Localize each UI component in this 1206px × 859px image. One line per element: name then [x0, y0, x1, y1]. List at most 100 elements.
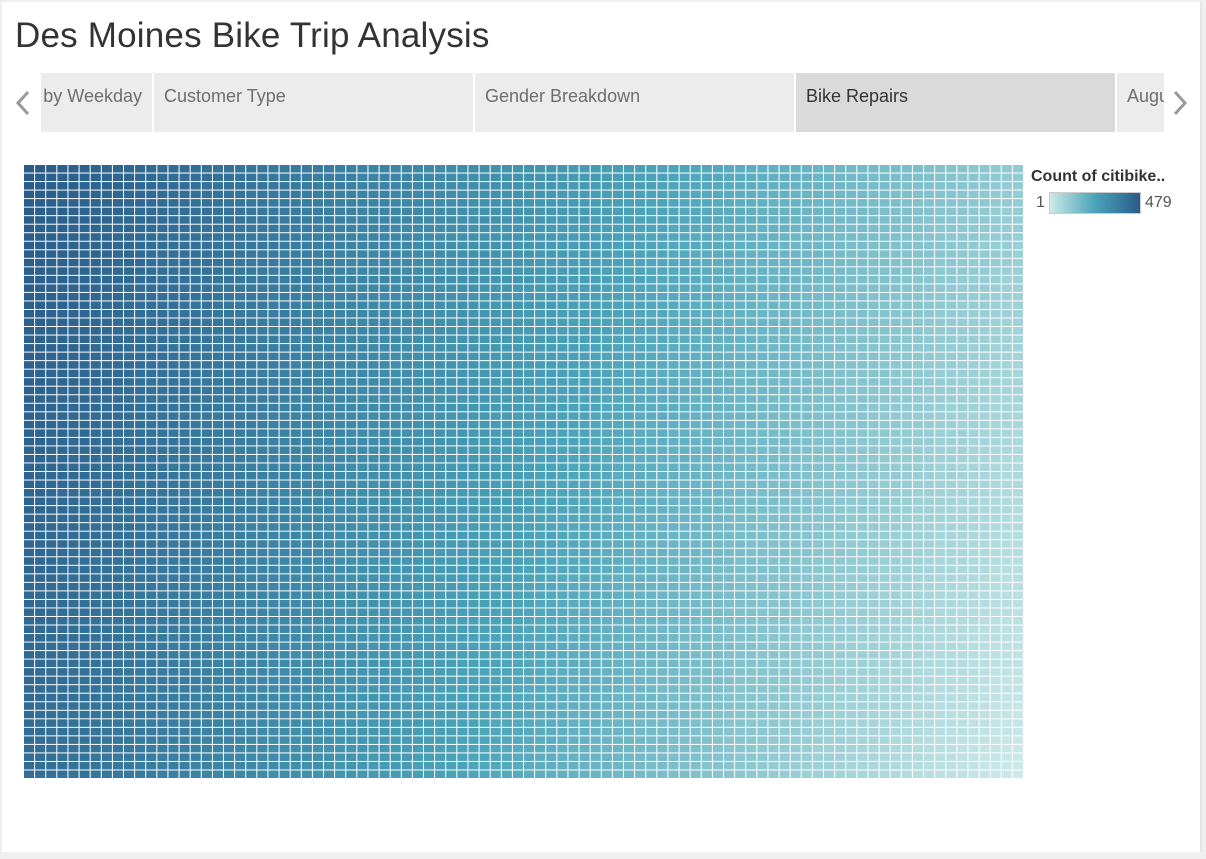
- treemap-tile[interactable]: [35, 352, 46, 361]
- treemap-tile[interactable]: [757, 216, 768, 224]
- treemap-tile[interactable]: [112, 190, 123, 199]
- treemap-tile[interactable]: [246, 523, 257, 531]
- treemap-tile[interactable]: [312, 190, 323, 199]
- treemap-tile[interactable]: [957, 395, 968, 403]
- treemap-tile[interactable]: [146, 267, 157, 275]
- treemap-tile[interactable]: [890, 199, 901, 207]
- treemap-tile[interactable]: [68, 207, 79, 216]
- treemap-tile[interactable]: [801, 625, 812, 634]
- treemap-tile[interactable]: [157, 275, 168, 284]
- treemap-tile[interactable]: [535, 403, 546, 412]
- treemap-tile[interactable]: [401, 557, 412, 565]
- treemap-tile[interactable]: [335, 250, 346, 258]
- treemap-tile[interactable]: [335, 480, 346, 489]
- treemap-tile[interactable]: [712, 318, 723, 327]
- treemap-tile[interactable]: [235, 216, 246, 224]
- treemap-tile[interactable]: [279, 199, 290, 207]
- treemap-tile[interactable]: [424, 429, 435, 437]
- treemap-tile[interactable]: [112, 599, 123, 608]
- treemap-tile[interactable]: [246, 472, 257, 480]
- treemap-tile[interactable]: [457, 267, 468, 275]
- treemap-tile[interactable]: [701, 165, 712, 173]
- treemap-tile[interactable]: [968, 344, 979, 352]
- treemap-tile[interactable]: [146, 250, 157, 258]
- treemap-tile[interactable]: [657, 489, 668, 497]
- treemap-tile[interactable]: [457, 523, 468, 531]
- treemap-tile[interactable]: [679, 616, 690, 625]
- treemap-tile[interactable]: [179, 173, 190, 182]
- treemap-tile[interactable]: [901, 309, 912, 318]
- treemap-tile[interactable]: [190, 582, 201, 591]
- treemap-tile[interactable]: [735, 386, 746, 395]
- treemap-tile[interactable]: [912, 540, 923, 548]
- treemap-tile[interactable]: [390, 548, 401, 557]
- treemap-tile[interactable]: [179, 557, 190, 565]
- treemap-tile[interactable]: [524, 608, 535, 616]
- treemap-tile[interactable]: [779, 182, 790, 190]
- treemap-tile[interactable]: [857, 369, 868, 378]
- treemap-tile[interactable]: [157, 506, 168, 514]
- treemap-tile[interactable]: [512, 182, 523, 190]
- treemap-tile[interactable]: [812, 327, 823, 335]
- treemap-tile[interactable]: [912, 233, 923, 241]
- treemap-tile[interactable]: [846, 437, 857, 446]
- treemap-tile[interactable]: [790, 489, 801, 497]
- treemap-tile[interactable]: [1001, 369, 1012, 378]
- treemap-tile[interactable]: [968, 318, 979, 327]
- treemap-tile[interactable]: [879, 514, 890, 523]
- treemap-tile[interactable]: [635, 250, 646, 258]
- treemap-tile[interactable]: [401, 463, 412, 471]
- treemap-tile[interactable]: [124, 454, 135, 463]
- treemap-tile[interactable]: [46, 327, 57, 335]
- treemap-tile[interactable]: [490, 429, 501, 437]
- treemap-tile[interactable]: [112, 591, 123, 599]
- treemap-tile[interactable]: [112, 369, 123, 378]
- treemap-tile[interactable]: [79, 250, 90, 258]
- treemap-tile[interactable]: [601, 591, 612, 599]
- treemap-tile[interactable]: [390, 301, 401, 309]
- treemap-tile[interactable]: [901, 292, 912, 301]
- treemap-tile[interactable]: [624, 224, 635, 233]
- treemap-tile[interactable]: [135, 616, 146, 625]
- treemap-tile[interactable]: [312, 386, 323, 395]
- treemap-tile[interactable]: [90, 480, 101, 489]
- treemap-tile[interactable]: [190, 267, 201, 275]
- treemap-tile[interactable]: [335, 361, 346, 369]
- treemap-tile[interactable]: [312, 216, 323, 224]
- treemap-tile[interactable]: [924, 267, 935, 275]
- treemap-tile[interactable]: [635, 531, 646, 540]
- treemap-tile[interactable]: [457, 565, 468, 574]
- treemap-tile[interactable]: [701, 506, 712, 514]
- treemap-tile[interactable]: [990, 514, 1001, 523]
- treemap-tile[interactable]: [112, 437, 123, 446]
- treemap-tile[interactable]: [257, 565, 268, 574]
- treemap-tile[interactable]: [368, 386, 379, 395]
- treemap-tile[interactable]: [346, 327, 357, 335]
- treemap-tile[interactable]: [879, 224, 890, 233]
- treemap-tile[interactable]: [412, 616, 423, 625]
- treemap-tile[interactable]: [157, 352, 168, 361]
- treemap-tile[interactable]: [890, 378, 901, 386]
- treemap-tile[interactable]: [990, 591, 1001, 599]
- treemap-tile[interactable]: [512, 258, 523, 267]
- treemap-tile[interactable]: [390, 420, 401, 429]
- treemap-tile[interactable]: [879, 446, 890, 454]
- treemap-tile[interactable]: [835, 395, 846, 403]
- treemap-tile[interactable]: [968, 472, 979, 480]
- treemap-tile[interactable]: [324, 480, 335, 489]
- treemap-tile[interactable]: [379, 224, 390, 233]
- treemap-tile[interactable]: [635, 207, 646, 216]
- treemap-tile[interactable]: [412, 599, 423, 608]
- treemap-tile[interactable]: [412, 472, 423, 480]
- treemap-tile[interactable]: [524, 454, 535, 463]
- treemap-tile[interactable]: [712, 625, 723, 634]
- treemap-tile[interactable]: [446, 454, 457, 463]
- treemap-tile[interactable]: [79, 369, 90, 378]
- treemap-tile[interactable]: [512, 233, 523, 241]
- treemap-tile[interactable]: [979, 233, 990, 241]
- treemap-tile[interactable]: [712, 199, 723, 207]
- treemap-tile[interactable]: [568, 327, 579, 335]
- treemap-tile[interactable]: [435, 173, 446, 182]
- treemap-tile[interactable]: [246, 207, 257, 216]
- treemap-tile[interactable]: [990, 352, 1001, 361]
